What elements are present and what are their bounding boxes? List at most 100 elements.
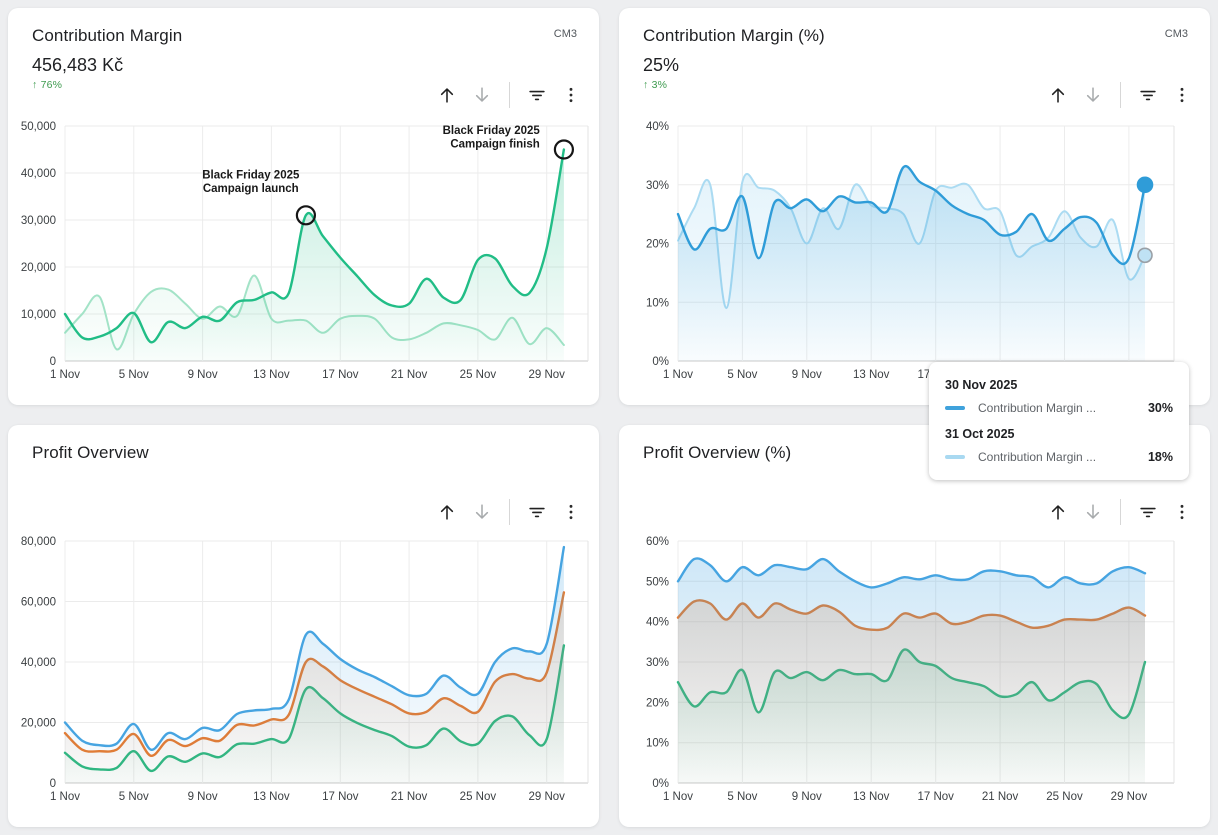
svg-text:30%: 30% (646, 657, 669, 669)
svg-text:30,000: 30,000 (21, 215, 56, 227)
svg-text:21 Nov: 21 Nov (391, 369, 428, 381)
tooltip-series-value: 30% (1147, 401, 1173, 415)
kebab-menu-icon[interactable] (561, 84, 581, 106)
filter-icon[interactable] (526, 501, 548, 523)
svg-text:13 Nov: 13 Nov (853, 791, 890, 803)
profit-overview-chart[interactable]: 0 20,000 40,000 60,000 80,000 1 Nov 5 Nov 9 Nov… (8, 525, 599, 820)
svg-text:25 Nov: 25 Nov (460, 791, 497, 803)
arrow-down-icon[interactable] (471, 84, 493, 106)
card-title: Profit Overview (32, 443, 149, 462)
card-contribution-margin: CM3 Contribution Margin 456,483 Kč ↑ 76%… (8, 8, 599, 405)
arrow-down-icon[interactable] (471, 501, 493, 523)
card-header: Contribution Margin (%) 25% ↑ 3% (619, 8, 1210, 91)
svg-text:60,000: 60,000 (21, 597, 56, 609)
toolbar-divider (1120, 499, 1121, 525)
card-toolbar (436, 499, 581, 525)
svg-text:0: 0 (50, 778, 56, 790)
svg-text:1 Nov: 1 Nov (50, 791, 80, 803)
filter-icon[interactable] (1137, 501, 1159, 523)
svg-text:0%: 0% (652, 778, 669, 790)
svg-text:9 Nov: 9 Nov (792, 369, 822, 381)
svg-text:40%: 40% (646, 121, 669, 133)
svg-text:13 Nov: 13 Nov (853, 369, 890, 381)
svg-text:1 Nov: 1 Nov (50, 369, 80, 381)
svg-text:0: 0 (50, 356, 56, 368)
svg-text:50,000: 50,000 (21, 121, 56, 133)
svg-text:40%: 40% (646, 617, 669, 629)
toolbar-divider (509, 499, 510, 525)
svg-text:50%: 50% (646, 576, 669, 588)
filter-icon[interactable] (526, 84, 548, 106)
arrow-down-icon[interactable] (1082, 501, 1104, 523)
metric-value: 25% (643, 55, 680, 75)
svg-text:13 Nov: 13 Nov (253, 791, 290, 803)
svg-text:5 Nov: 5 Nov (119, 369, 149, 381)
card-title: Profit Overview (%) (643, 443, 792, 462)
svg-text:1 Nov: 1 Nov (663, 791, 693, 803)
svg-text:29 Nov: 29 Nov (1111, 791, 1148, 803)
svg-text:17 Nov: 17 Nov (917, 791, 954, 803)
series-swatch (945, 406, 965, 410)
card-toolbar (436, 82, 581, 108)
svg-text:9 Nov: 9 Nov (792, 791, 822, 803)
tooltip-date: 31 Oct 2025 (945, 427, 1015, 441)
tooltip-series-value: 18% (1147, 450, 1173, 464)
toolbar-divider (509, 82, 510, 108)
chart-tooltip: 30 Nov 2025 Contribution Margin ... 30% … (929, 362, 1189, 480)
svg-text:20,000: 20,000 (21, 718, 56, 730)
card-toolbar (1047, 499, 1192, 525)
svg-text:21 Nov: 21 Nov (391, 791, 428, 803)
card-profit-overview: Profit Overview 0 20,000 40,000 60,000 80,00… (8, 425, 599, 827)
svg-text:5 Nov: 5 Nov (119, 791, 149, 803)
svg-text:10%: 10% (646, 738, 669, 750)
metric-change: ↑ 3% (643, 79, 668, 91)
cm3-badge: CM3 (553, 28, 577, 40)
tooltip-series-label: Contribution Margin ... (978, 450, 1097, 464)
series-swatch (945, 455, 965, 459)
toolbar-divider (1120, 82, 1121, 108)
metric-change: ↑ 76% (32, 79, 63, 91)
arrow-up-icon[interactable] (436, 501, 458, 523)
arrow-up-icon[interactable] (436, 84, 458, 106)
svg-text:20%: 20% (646, 697, 669, 709)
svg-text:10%: 10% (646, 297, 669, 309)
svg-text:20%: 20% (646, 239, 669, 251)
svg-text:25 Nov: 25 Nov (460, 369, 497, 381)
svg-text:60%: 60% (646, 536, 669, 548)
arrow-down-icon[interactable] (1082, 84, 1104, 106)
card-title: Contribution Margin (%) (643, 26, 825, 45)
svg-text:17 Nov: 17 Nov (322, 791, 359, 803)
arrow-up-icon[interactable] (1047, 84, 1069, 106)
svg-text:29 Nov: 29 Nov (528, 791, 565, 803)
svg-text:9 Nov: 9 Nov (188, 791, 218, 803)
profit-overview-pct-chart[interactable]: 0% 10% 20% 30% 40% 50% 60% 1 Nov 5 Nov 9 Nov 13 No… (619, 525, 1210, 820)
contribution-margin-chart[interactable]: Black Friday 2025 Campaign launch Black Fr… (8, 118, 599, 398)
tooltip-row: Contribution Margin ... 18% (945, 450, 1173, 464)
kebab-menu-icon[interactable] (561, 501, 581, 523)
svg-text:80,000: 80,000 (21, 536, 56, 548)
svg-text:9 Nov: 9 Nov (188, 369, 218, 381)
svg-text:10,000: 10,000 (21, 309, 56, 321)
kebab-menu-icon[interactable] (1172, 84, 1192, 106)
kebab-menu-icon[interactable] (1172, 501, 1192, 523)
tooltip-series-label: Contribution Margin ... (978, 401, 1097, 415)
card-toolbar (1047, 82, 1192, 108)
filter-icon[interactable] (1137, 84, 1159, 106)
svg-text:29 Nov: 29 Nov (528, 369, 565, 381)
svg-text:5 Nov: 5 Nov (727, 369, 757, 381)
svg-text:40,000: 40,000 (21, 168, 56, 180)
metric-value: 456,483 Kč (32, 55, 124, 75)
svg-text:20,000: 20,000 (21, 262, 56, 274)
arrow-up-icon[interactable] (1047, 501, 1069, 523)
svg-text:13 Nov: 13 Nov (253, 369, 290, 381)
cm3-badge: CM3 (1164, 28, 1188, 40)
svg-text:21 Nov: 21 Nov (982, 791, 1019, 803)
card-contribution-margin-pct: CM3 Contribution Margin (%) 25% ↑ 3% 0% 1… (619, 8, 1210, 480)
svg-text:25 Nov: 25 Nov (1046, 791, 1083, 803)
svg-text:40,000: 40,000 (21, 657, 56, 669)
card-header: Profit Overview (8, 425, 599, 463)
svg-text:17 Nov: 17 Nov (322, 369, 359, 381)
